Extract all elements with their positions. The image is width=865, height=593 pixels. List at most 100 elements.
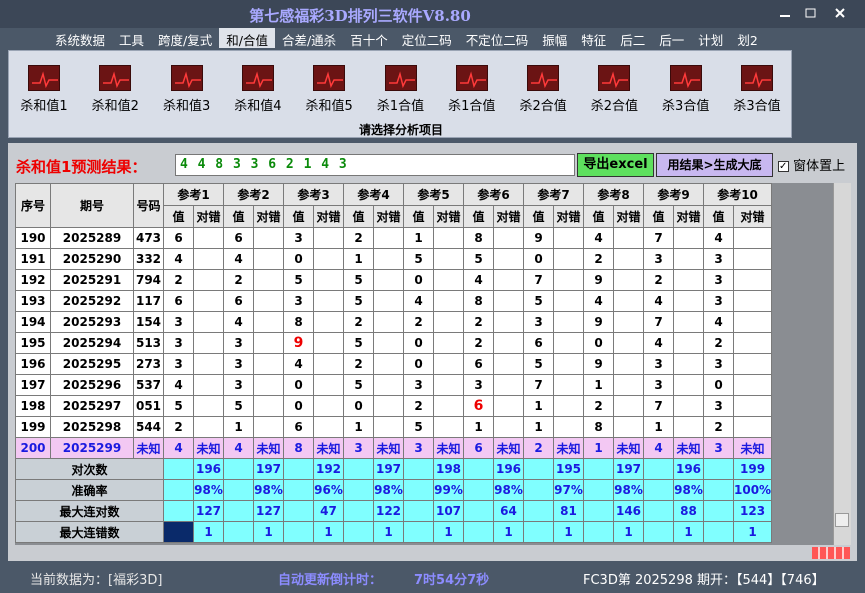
countdown-label: 自动更新倒计时： bbox=[278, 573, 383, 588]
menu-item[interactable]: 工具 bbox=[119, 33, 145, 48]
ribbon-button[interactable]: 杀2合值 bbox=[508, 65, 578, 114]
summary-value: 99% bbox=[433, 479, 464, 501]
summary-value: 127 bbox=[253, 500, 284, 522]
number-cell: 544 bbox=[133, 416, 164, 438]
value-cell: 7 bbox=[643, 395, 674, 417]
summary-value: 98% bbox=[673, 479, 704, 501]
generate-button[interactable]: 用结果>生成大底 bbox=[656, 153, 773, 177]
check-cell: 对 bbox=[553, 353, 584, 375]
check-cell: 对 bbox=[193, 248, 224, 270]
check-cell: 对 bbox=[313, 227, 344, 249]
number-cell: 273 bbox=[133, 353, 164, 375]
window-title: 第七感福彩3D排列三软件V8.80 bbox=[249, 7, 471, 25]
value-cell: 5 bbox=[403, 416, 434, 438]
data-row: 191 2025290 332 4 对 4 对 0 对 1 对 5 对 5 对 0 对 2 对 3 对 3 对 bbox=[15, 248, 773, 270]
value-cell: 0 bbox=[403, 332, 434, 354]
value-cell: 3 bbox=[403, 374, 434, 396]
menu-item[interactable]: 百十个 bbox=[350, 33, 388, 48]
value-header: 值 bbox=[283, 205, 314, 228]
menu-item[interactable]: 振幅 bbox=[542, 33, 568, 48]
value-cell: 7 bbox=[643, 227, 674, 249]
summary-blank bbox=[643, 521, 674, 543]
index-cell: 193 bbox=[15, 290, 51, 312]
prediction-result[interactable]: 4 4 8 3 3 6 2 1 4 3 bbox=[175, 154, 575, 176]
summary-value: 107 bbox=[433, 500, 464, 522]
value-cell: 3 bbox=[163, 311, 194, 333]
ribbon-button[interactable]: 杀1合值 bbox=[437, 65, 507, 114]
value-header: 值 bbox=[643, 205, 674, 228]
button-label: 杀和值4 bbox=[234, 99, 282, 114]
scrollbar[interactable] bbox=[833, 183, 851, 545]
value-cell: 5 bbox=[223, 395, 254, 417]
scroll-thumb[interactable] bbox=[835, 513, 849, 527]
summary-value: 1 bbox=[613, 521, 644, 543]
summary-blank bbox=[403, 458, 434, 480]
ribbon-button[interactable]: 杀3合值 bbox=[722, 65, 792, 114]
menu-item[interactable]: 后二 bbox=[620, 33, 646, 48]
summary-value: 197 bbox=[253, 458, 284, 480]
data-row: 190 2025289 473 6 对 6 对 3 对 2 对 1 对 8 对 9 对 4 对 7 对 4 对 bbox=[15, 227, 773, 249]
menu-item[interactable]: 特征 bbox=[581, 33, 607, 48]
button-label: 杀3合值 bbox=[733, 99, 781, 114]
index-cell: 200 bbox=[15, 437, 51, 459]
stay-on-top-checkbox[interactable]: ✓ 窗体置上 bbox=[778, 159, 846, 174]
button-label: 杀1合值 bbox=[448, 99, 496, 114]
check-cell: 未知 bbox=[193, 437, 224, 459]
window-controls[interactable] bbox=[778, 6, 858, 22]
ribbon-button[interactable]: 杀和值5 bbox=[294, 65, 364, 114]
button-label: 杀3合值 bbox=[662, 99, 710, 114]
summary-value: 1 bbox=[673, 521, 704, 543]
summary-value: 64 bbox=[493, 500, 524, 522]
summary-value: 1 bbox=[193, 521, 224, 543]
export-button[interactable]: 导出excel bbox=[577, 153, 654, 177]
ribbon-button[interactable]: 杀1合值 bbox=[366, 65, 436, 114]
data-row: 194 2025293 154 3 对 4 对 8 对 2 对 2 对 2 对 3 对 9 对 7 对 4 对 bbox=[15, 311, 773, 333]
value-header: 值 bbox=[403, 205, 434, 228]
value-header: 值 bbox=[163, 205, 194, 228]
value-header: 值 bbox=[583, 205, 614, 228]
summary-blank bbox=[223, 521, 254, 543]
summary-value: 88 bbox=[673, 500, 704, 522]
menu-item[interactable]: 划2 bbox=[737, 33, 758, 48]
button-icon bbox=[241, 65, 274, 91]
value-cell: 6 bbox=[463, 353, 494, 375]
ribbon-button[interactable]: 杀和值3 bbox=[152, 65, 222, 114]
menu-item[interactable]: 计划 bbox=[698, 33, 724, 48]
menu-item[interactable]: 后一 bbox=[659, 33, 685, 48]
value-cell: 1 bbox=[343, 416, 374, 438]
value-cell: 4 bbox=[283, 353, 314, 375]
check-cell: 对 bbox=[313, 395, 344, 417]
summary-blank bbox=[583, 458, 614, 480]
value-cell: 8 bbox=[583, 416, 614, 438]
checkbox-label: 窗体置上 bbox=[793, 159, 846, 174]
summary-blank bbox=[583, 500, 614, 522]
menu-item[interactable]: 合差/通杀 bbox=[281, 33, 337, 48]
menu-item[interactable]: 定位二码 bbox=[401, 33, 452, 48]
check-cell: 对 bbox=[253, 311, 284, 333]
value-cell: 1 bbox=[583, 437, 614, 459]
ribbon-button[interactable]: 杀和值4 bbox=[223, 65, 293, 114]
value-header: 值 bbox=[703, 205, 734, 228]
check-cell: 对 bbox=[193, 290, 224, 312]
ribbon-button[interactable]: 杀3合值 bbox=[651, 65, 721, 114]
period-cell: 2025295 bbox=[50, 353, 134, 375]
ribbon-button[interactable]: 杀和值2 bbox=[80, 65, 150, 114]
number-cell: 154 bbox=[133, 311, 164, 333]
value-cell: 1 bbox=[643, 416, 674, 438]
menu-item[interactable]: 和/合值 bbox=[219, 28, 275, 48]
menu-item[interactable]: 不定位二码 bbox=[465, 33, 529, 48]
value-cell: 2 bbox=[343, 311, 374, 333]
check-cell: 对 bbox=[732, 353, 773, 375]
ribbon-button[interactable]: 杀2合值 bbox=[579, 65, 649, 114]
summary-row: 最大连错数 1 1 1 1 1 1 1 1 1 1 bbox=[15, 521, 773, 543]
value-header: 值 bbox=[223, 205, 254, 228]
value-cell: 3 bbox=[703, 269, 734, 291]
ribbon: 请选择分析项目 杀和值1 杀和值2 杀和值3 杀和值4 杀和值5 杀1合值 杀1合值 杀2合值… bbox=[8, 50, 792, 138]
data-row: 196 2025295 273 3 对 3 对 4 对 2 对 0 对 6 对 5 对 9 对 3 对 3 对 bbox=[15, 353, 773, 375]
summary-value: 196 bbox=[493, 458, 524, 480]
index-cell: 191 bbox=[15, 248, 51, 270]
ribbon-button[interactable]: 杀和值1 bbox=[9, 65, 79, 114]
menu-item[interactable]: 系统数据 bbox=[55, 33, 106, 48]
menu-item[interactable]: 跨度/复式 bbox=[158, 33, 213, 48]
value-cell: 2 bbox=[403, 311, 434, 333]
